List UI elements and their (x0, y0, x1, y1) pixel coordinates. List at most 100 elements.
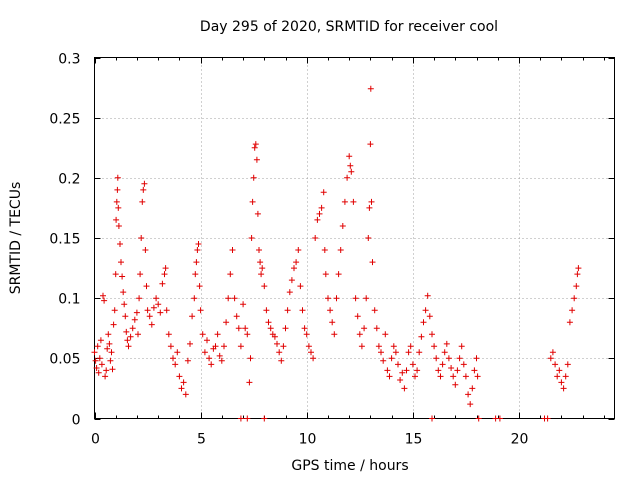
x-axis-label: GPS time / hours (291, 458, 408, 474)
data-point (399, 369, 406, 376)
data-point (161, 271, 168, 278)
data-point (562, 373, 569, 380)
data-point (433, 355, 440, 362)
data-point (119, 273, 126, 280)
data-points (91, 85, 582, 422)
data-point (197, 307, 204, 314)
data-point (124, 337, 131, 344)
data-point (303, 331, 310, 338)
data-point (118, 259, 124, 266)
data-point (407, 343, 414, 350)
data-point (278, 357, 285, 364)
data-point (122, 313, 129, 320)
data-point (93, 365, 100, 371)
data-point (117, 241, 123, 247)
data-point (223, 319, 230, 326)
data-point (142, 247, 149, 253)
data-point (259, 265, 266, 272)
data-point (312, 235, 319, 241)
data-point (363, 295, 370, 302)
data-point (237, 343, 244, 350)
data-point (153, 295, 160, 302)
data-point (195, 241, 202, 247)
data-point (574, 271, 581, 278)
data-point (405, 349, 412, 356)
data-point (170, 355, 176, 362)
x-tick-label: 0 (91, 432, 100, 448)
data-point (254, 210, 261, 217)
data-point (114, 186, 121, 193)
data-point (102, 373, 109, 380)
data-point (192, 271, 199, 278)
data-point (251, 144, 258, 151)
data-point (375, 343, 382, 350)
data-point (458, 343, 465, 350)
data-point (474, 373, 481, 380)
data-point (380, 357, 387, 364)
data-point (104, 345, 111, 352)
data-point (471, 367, 478, 374)
data-point (162, 265, 169, 272)
data-point (240, 301, 247, 308)
data-point (91, 349, 98, 356)
data-point (496, 415, 503, 422)
data-point (138, 235, 145, 241)
data-point (100, 292, 106, 299)
data-point (176, 373, 183, 380)
data-point (452, 381, 459, 388)
data-point (167, 343, 174, 350)
data-point (341, 198, 348, 205)
data-point (227, 271, 234, 278)
data-point (280, 343, 287, 350)
data-point (237, 415, 244, 422)
data-point (140, 186, 147, 193)
data-point (286, 289, 293, 296)
data-point (150, 304, 157, 311)
data-point (214, 331, 221, 338)
data-point (339, 223, 346, 229)
data-point (249, 198, 256, 205)
x-tick-label: 10 (299, 432, 317, 448)
data-point (288, 277, 295, 284)
data-point (310, 355, 317, 362)
data-point (331, 331, 338, 338)
data-point (204, 337, 210, 344)
data-point (98, 361, 105, 368)
data-point (465, 391, 472, 398)
data-point (475, 415, 482, 422)
data-point (261, 415, 268, 422)
data-point (258, 271, 265, 278)
data-point (301, 325, 308, 332)
data-point (110, 321, 117, 328)
data-point (125, 343, 132, 350)
data-point (467, 401, 474, 408)
y-tick-label: 0.25 (49, 112, 80, 128)
data-point (261, 283, 268, 290)
data-point (450, 373, 457, 380)
data-point (382, 331, 389, 338)
data-point (322, 271, 329, 278)
data-point (437, 373, 444, 380)
data-point (208, 361, 215, 368)
data-point (139, 198, 146, 205)
data-point (297, 283, 304, 290)
data-point (247, 355, 254, 362)
data-point (441, 349, 448, 356)
data-point (424, 292, 431, 299)
data-point (395, 361, 401, 368)
data-point (206, 355, 213, 362)
data-point (352, 295, 359, 302)
data-point (108, 349, 115, 356)
data-point (571, 295, 578, 302)
data-point (291, 265, 297, 272)
data-point (552, 361, 559, 368)
data-point (193, 259, 200, 266)
data-point (397, 377, 404, 383)
data-point (95, 369, 102, 376)
data-point (216, 352, 223, 359)
data-point (105, 331, 112, 338)
data-point (356, 331, 363, 338)
data-point (194, 247, 201, 253)
y-tick-label: 0.2 (58, 172, 80, 188)
